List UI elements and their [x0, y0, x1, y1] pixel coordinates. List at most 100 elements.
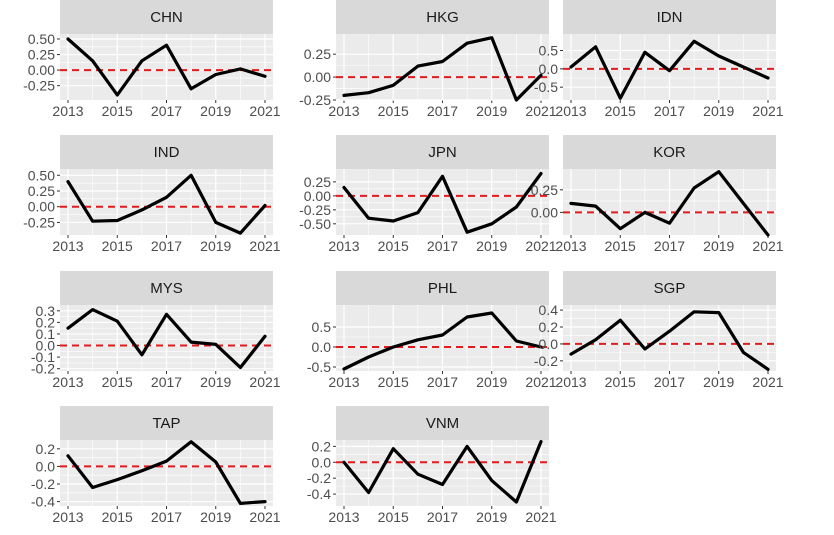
y-tick-label: 0.25 — [304, 46, 331, 62]
y-tick-label: -0.25 — [23, 78, 55, 94]
panel-chn: CHN 2013 2015 2017 2019 2021 -0.250.000.250.50 — [23, 0, 281, 119]
x-tick-label: 2021 — [525, 103, 556, 119]
x-tick-label: 2019 — [476, 509, 507, 525]
x-tick-label: 2019 — [200, 238, 231, 254]
panel-strip — [60, 135, 273, 169]
x-tick-label: 2015 — [605, 238, 636, 254]
x-tick-label: 2019 — [703, 103, 734, 119]
x-tick-label: 2021 — [525, 238, 556, 254]
x-tick-label: 2019 — [476, 103, 507, 119]
series-line-phl — [342, 311, 543, 371]
panel-strip — [336, 271, 549, 305]
x-tick-label: 2017 — [151, 103, 182, 119]
x-tick-label: 2017 — [654, 374, 685, 390]
panel-tap: TAP 2013 2015 2017 2019 2021 -0.4 -0.2 0.00.2 — [31, 406, 281, 525]
y-tick-label: 0.0 — [36, 458, 56, 474]
x-tick-label: 2015 — [378, 374, 409, 390]
panel-idn: IDN 2013 2015 2017 2019 2021 -0.5 0.0 0.5 — [534, 0, 784, 119]
panel-hkg: HKG 2013 2015 2017 2019 2021 -0.25 0.00 0.25 — [299, 0, 557, 119]
y-tick-label: 0.2 — [36, 441, 56, 457]
series-line-vnm — [342, 440, 543, 504]
x-tick-label: 2013 — [52, 238, 83, 254]
panel-strip-label: PHL — [428, 280, 457, 297]
y-tick-label: -0.50 — [299, 216, 331, 232]
panel-strip — [336, 406, 549, 440]
y-tick-label: 0.5 — [312, 319, 332, 335]
x-tick-label: 2019 — [703, 238, 734, 254]
x-tick-label: 2015 — [102, 103, 133, 119]
y-tick-label: 0.0 — [539, 61, 559, 77]
x-tick-label: 2019 — [476, 374, 507, 390]
y-tick-label: -0.25 — [299, 92, 331, 108]
panel-strip — [60, 271, 273, 305]
x-tick-label: 2013 — [52, 509, 83, 525]
x-tick-label: 2013 — [52, 103, 83, 119]
y-tick-label: 0.3 — [36, 303, 56, 319]
x-tick-label: 2019 — [200, 103, 231, 119]
x-tick-label: 2019 — [200, 509, 231, 525]
panel-strip-label: KOR — [653, 144, 686, 161]
x-tick-label: 2015 — [102, 238, 133, 254]
x-tick-label: 2013 — [555, 103, 586, 119]
y-tick-label: -0.2 — [31, 476, 55, 492]
panel-strip — [60, 0, 273, 34]
x-tick-label: 2015 — [378, 103, 409, 119]
x-tick-label: 2015 — [378, 509, 409, 525]
y-tick-label: 0.2 — [539, 319, 559, 335]
y-tick-label: 0.0 — [36, 338, 56, 354]
x-tick-label: 2021 — [249, 374, 280, 390]
y-tick-label: 0.00 — [304, 69, 331, 85]
panel-strip — [563, 271, 776, 305]
x-tick-label: 2017 — [427, 238, 458, 254]
series-line-idn — [569, 39, 770, 100]
panel-strip-label: SGP — [654, 280, 686, 297]
x-tick-label: 2013 — [328, 238, 359, 254]
panel-strip-label: IND — [154, 144, 180, 161]
y-tick-label: 0.00 — [304, 188, 331, 204]
y-tick-label: 0.00 — [531, 204, 558, 220]
series-line-tap — [66, 440, 267, 505]
x-tick-label: 2013 — [555, 238, 586, 254]
y-tick-label: -0.5 — [534, 79, 558, 95]
panel-strip — [563, 0, 776, 34]
x-tick-label: 2021 — [752, 238, 783, 254]
y-tick-label: 0.0 — [539, 336, 559, 352]
x-tick-label: 2017 — [151, 238, 182, 254]
x-tick-label: 2019 — [703, 374, 734, 390]
y-tick-label: 0.50 — [28, 31, 55, 47]
x-tick-label: 2013 — [328, 103, 359, 119]
series-line-mys — [66, 308, 267, 370]
y-tick-label: -0.5 — [307, 359, 331, 375]
x-tick-label: 2021 — [249, 509, 280, 525]
y-tick-label: -0.1 — [31, 349, 55, 365]
panel-strip-label: CHN — [150, 9, 183, 26]
x-tick-label: 2013 — [328, 374, 359, 390]
x-tick-label: 2017 — [427, 374, 458, 390]
series-line-sgp — [569, 310, 770, 371]
y-tick-label: -0.2 — [307, 470, 331, 486]
x-tick-label: 2017 — [427, 509, 458, 525]
panel-mys: MYS 2013 2015 2017 2019 2021 -0.2-0.10.00.10.2… — [31, 271, 281, 390]
y-tick-label: 0.5 — [539, 43, 559, 59]
x-tick-label: 2021 — [249, 103, 280, 119]
x-tick-label: 2015 — [605, 103, 636, 119]
y-tick-label: 0.00 — [28, 62, 55, 78]
y-tick-label: 0.00 — [28, 199, 55, 215]
panel-ind: IND 2013 2015 2017 2019 2021 -0.250.000.250.50 — [23, 135, 281, 254]
y-tick-label: -0.2 — [534, 353, 558, 369]
x-tick-label: 2013 — [555, 374, 586, 390]
y-tick-label: 0.4 — [539, 302, 559, 318]
panel-strip-label: TAP — [152, 415, 180, 432]
x-tick-label: 2015 — [605, 374, 636, 390]
x-tick-label: 2017 — [151, 509, 182, 525]
y-tick-label: 0.25 — [28, 47, 55, 63]
panel-strip-label: VNM — [426, 415, 459, 432]
x-tick-label: 2019 — [200, 374, 231, 390]
x-tick-label: 2017 — [654, 103, 685, 119]
y-tick-label: 0.25 — [28, 183, 55, 199]
x-tick-label: 2021 — [752, 374, 783, 390]
panel-strip — [563, 135, 776, 169]
x-tick-label: 2021 — [752, 103, 783, 119]
y-tick-label: -0.25 — [299, 202, 331, 218]
